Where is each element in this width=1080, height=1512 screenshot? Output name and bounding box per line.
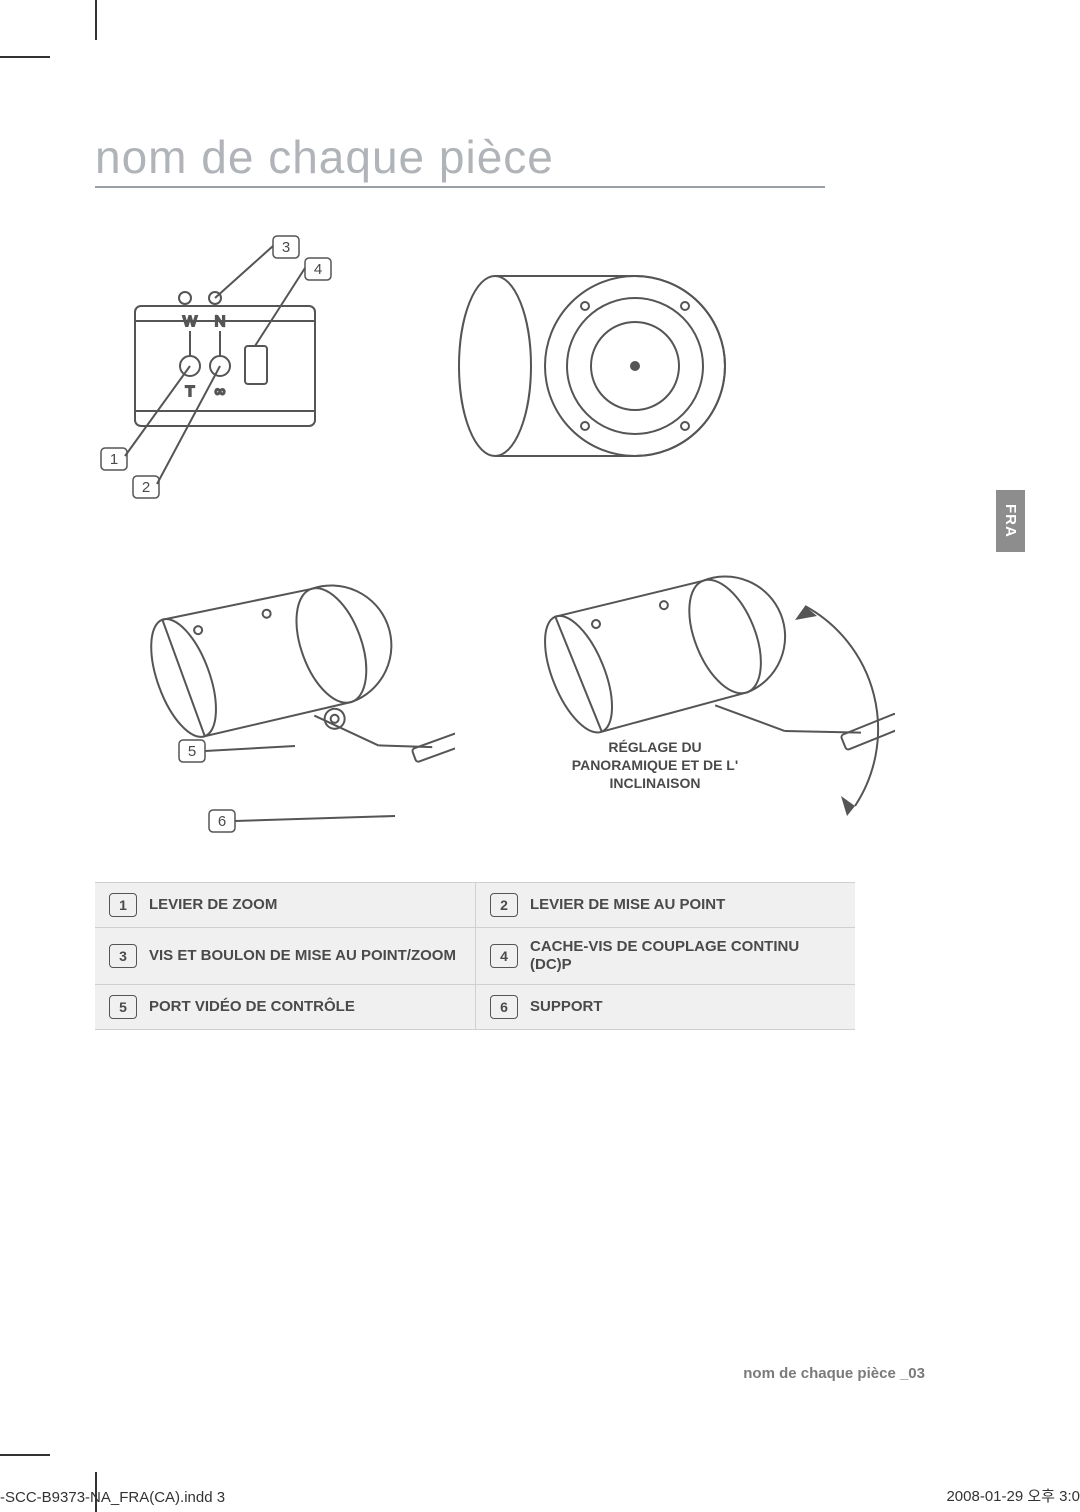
legend-label: LEVIER DE MISE AU POINT [530, 896, 725, 914]
legend-label: CACHE-VIS DE COUPLAGE CONTINU (DC)P [530, 938, 841, 974]
svg-text:W: W [183, 313, 198, 330]
legend-label: SUPPORT [530, 998, 603, 1016]
svg-text:∞: ∞ [215, 383, 226, 400]
legend-cell: 6 SUPPORT [475, 985, 855, 1029]
diagram-row-2: 5 6 RÉGLAGE DU PANORAMIQUE ET DE L' [95, 516, 985, 846]
tilt-label-line3: INCLINAISON [610, 775, 701, 791]
legend-cell: 3 VIS ET BOULON DE MISE AU POINT/ZOOM [95, 928, 475, 984]
legend-row: 1 LEVIER DE ZOOM 2 LEVIER DE MISE AU POI… [95, 883, 855, 928]
camera-bracket-right: RÉGLAGE DU PANORAMIQUE ET DE L' INCLINAI… [495, 516, 895, 846]
legend-row: 5 PORT VIDÉO DE CONTRÔLE 6 SUPPORT [95, 985, 855, 1030]
legend-cell: 5 PORT VIDÉO DE CONTRÔLE [95, 985, 475, 1029]
legend-cell: 2 LEVIER DE MISE AU POINT [475, 883, 855, 927]
legend-num: 6 [490, 995, 518, 1019]
legend-label: LEVIER DE ZOOM [149, 896, 277, 914]
tilt-label-line1: RÉGLAGE DU [608, 739, 701, 755]
legend-num: 5 [109, 995, 137, 1019]
callout-1: 1 [110, 451, 118, 468]
language-tab: FRA [996, 490, 1025, 552]
svg-text:N: N [215, 313, 226, 330]
footer-page-label: nom de chaque pièce _03 [743, 1365, 925, 1382]
legend-num: 3 [109, 944, 137, 968]
crop-mark [95, 0, 97, 40]
legend-label: VIS ET BOULON DE MISE AU POINT/ZOOM [149, 947, 456, 965]
heading-wrap: nom de chaque pièce [95, 130, 825, 188]
parts-legend-table: 1 LEVIER DE ZOOM 2 LEVIER DE MISE AU POI… [95, 882, 855, 1030]
page: nom de chaque pièce W N [0, 0, 1080, 1512]
legend-num: 2 [490, 893, 518, 917]
camera-bracket-left: 5 6 [95, 516, 455, 846]
svg-text:T: T [185, 383, 194, 400]
legend-num: 1 [109, 893, 137, 917]
legend-cell: 4 CACHE-VIS DE COUPLAGE CONTINU (DC)P [475, 928, 855, 984]
legend-row: 3 VIS ET BOULON DE MISE AU POINT/ZOOM 4 … [95, 928, 855, 985]
legend-label: PORT VIDÉO DE CONTRÔLE [149, 998, 355, 1016]
control-detail-diagram: W N T ∞ 3 4 1 2 [95, 226, 385, 506]
print-meta-date: 2008-01-29 오후 3:0 [946, 1485, 1080, 1506]
crop-mark [0, 1454, 50, 1456]
callout-6: 6 [218, 813, 226, 830]
callout-3: 3 [282, 239, 290, 256]
legend-num: 4 [490, 944, 518, 968]
crop-mark [0, 56, 50, 58]
callout-2: 2 [142, 479, 150, 496]
lens-front-diagram [425, 226, 745, 506]
page-title: nom de chaque pièce [95, 131, 554, 183]
print-meta-file: -SCC-B9373-NA_FRA(CA).indd 3 [0, 1489, 225, 1506]
diagram-row: W N T ∞ 3 4 1 2 [95, 226, 985, 506]
callout-4: 4 [314, 261, 322, 278]
legend-cell: 1 LEVIER DE ZOOM [95, 883, 475, 927]
callout-5: 5 [188, 743, 196, 760]
tilt-label-line2: PANORAMIQUE ET DE L' [572, 757, 738, 773]
